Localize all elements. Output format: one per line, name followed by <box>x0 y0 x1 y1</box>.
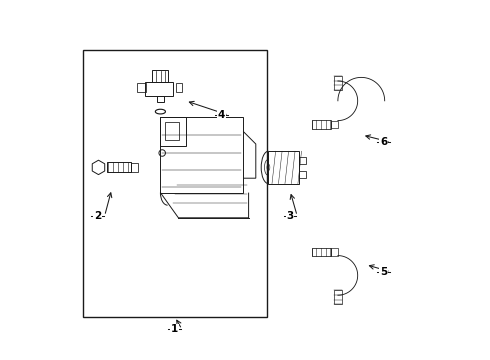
Text: 5: 5 <box>380 267 387 277</box>
Bar <box>157 96 164 102</box>
Bar <box>152 70 169 82</box>
Text: 4: 4 <box>218 110 225 120</box>
Bar <box>331 248 338 256</box>
Bar <box>145 82 172 96</box>
Bar <box>331 121 338 128</box>
Bar <box>165 122 179 140</box>
Text: 2: 2 <box>94 211 101 221</box>
Bar <box>269 151 299 184</box>
Bar <box>312 120 331 129</box>
Text: 6: 6 <box>380 137 387 147</box>
Bar <box>312 248 331 256</box>
Bar <box>334 290 342 304</box>
Bar <box>334 76 342 90</box>
Bar <box>83 50 267 317</box>
Bar <box>107 162 130 172</box>
Bar <box>175 83 182 92</box>
Bar <box>137 83 146 92</box>
Bar <box>130 163 139 172</box>
Text: 1: 1 <box>171 324 178 334</box>
Bar <box>299 171 306 178</box>
Text: 3: 3 <box>286 211 294 221</box>
Bar <box>299 157 306 164</box>
